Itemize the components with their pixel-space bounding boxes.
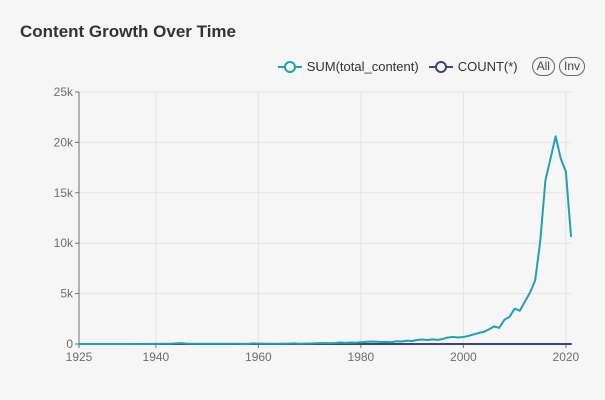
y-tick-label: 25k: [54, 85, 74, 99]
series-line-sum-total-content: [78, 135, 572, 345]
axes: [75, 91, 571, 348]
legend-item-sum-total-content[interactable]: SUM(total_content): [277, 59, 419, 74]
y-tick-label: 20k: [54, 135, 74, 149]
legend-label: COUNT(*): [457, 59, 518, 74]
y-tick-label: 5k: [60, 287, 74, 301]
legend-item-count[interactable]: COUNT(*): [428, 59, 518, 74]
line-circle-icon: [277, 60, 302, 73]
line-circle-icon: [428, 60, 453, 73]
x-tick-label: 2000: [450, 350, 477, 364]
x-tick-label: 1940: [143, 350, 170, 364]
invert-selection-button[interactable]: Inv: [558, 57, 585, 76]
x-tick-label: 1925: [66, 350, 93, 364]
legend: SUM(total_content) COUNT(*) All Inv: [277, 57, 585, 76]
legend-label: SUM(total_content): [306, 59, 419, 74]
tick-labels: 0 5k 10k 15k 20k 25k 1925 1940 1960 1980 2000 2020: [54, 85, 580, 364]
y-tick-label: 10k: [54, 236, 74, 250]
x-tick-label: 1960: [245, 350, 272, 364]
grid-lines: [79, 91, 571, 344]
series-lines: [78, 135, 572, 345]
y-tick-label: 15k: [54, 186, 74, 200]
x-tick-label: 1980: [348, 350, 375, 364]
select-all-button[interactable]: All: [531, 57, 555, 76]
y-tick-label: 0: [66, 337, 73, 351]
x-tick-label: 2020: [553, 350, 580, 364]
chart-title: Content Growth Over Time: [20, 22, 236, 41]
